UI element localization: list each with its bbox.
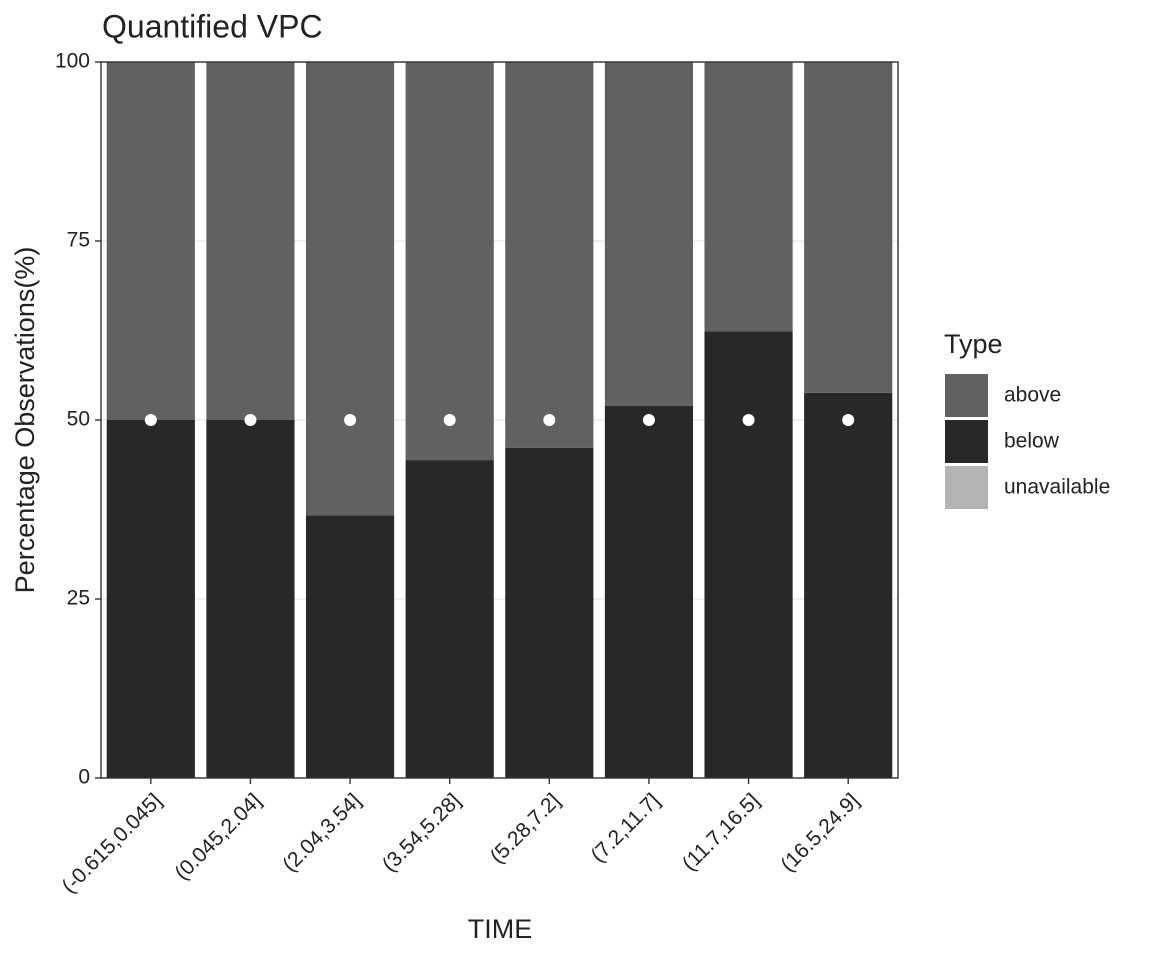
point [642, 414, 655, 426]
y-tick-label: 100 [55, 50, 90, 73]
bar-segment [604, 405, 694, 778]
bar-segment [505, 447, 594, 778]
point [842, 414, 855, 426]
point [144, 414, 157, 426]
bar-segment [804, 392, 893, 778]
point [543, 414, 556, 426]
legend-key [945, 466, 988, 509]
point [244, 414, 257, 426]
bar-segment [704, 62, 793, 332]
legend-key [945, 420, 988, 463]
legend-key [945, 374, 988, 417]
point [344, 414, 357, 426]
bar-segment [604, 62, 694, 406]
legend-title: Type [944, 329, 1003, 359]
y-tick-label: 25 [67, 587, 90, 610]
bar-segment [106, 62, 195, 420]
panel-border [100, 61, 899, 779]
bar-segment [305, 515, 395, 778]
x-axis-title: TIME [468, 914, 533, 944]
bar-segment [305, 62, 395, 516]
y-tick-label: 50 [67, 408, 90, 431]
chart-title: Quantified VPC [102, 8, 323, 44]
bar-segment [106, 420, 195, 778]
bar-segment [704, 331, 793, 778]
y-tick-label: 75 [67, 229, 90, 252]
legend-label: above [1004, 384, 1061, 407]
point [443, 414, 456, 426]
bar-segment [206, 62, 295, 420]
y-axis-title: Percentage Observations(%) [10, 247, 40, 594]
bar-segment [405, 62, 494, 461]
bar-segment [405, 460, 494, 778]
y-tick-label: 0 [78, 766, 90, 789]
point [742, 414, 755, 426]
legend-label: below [1004, 430, 1060, 453]
bar-segment [206, 420, 295, 778]
bar-segment [505, 62, 594, 448]
bar-segment [804, 62, 893, 393]
legend-label: unavailable [1004, 476, 1110, 499]
